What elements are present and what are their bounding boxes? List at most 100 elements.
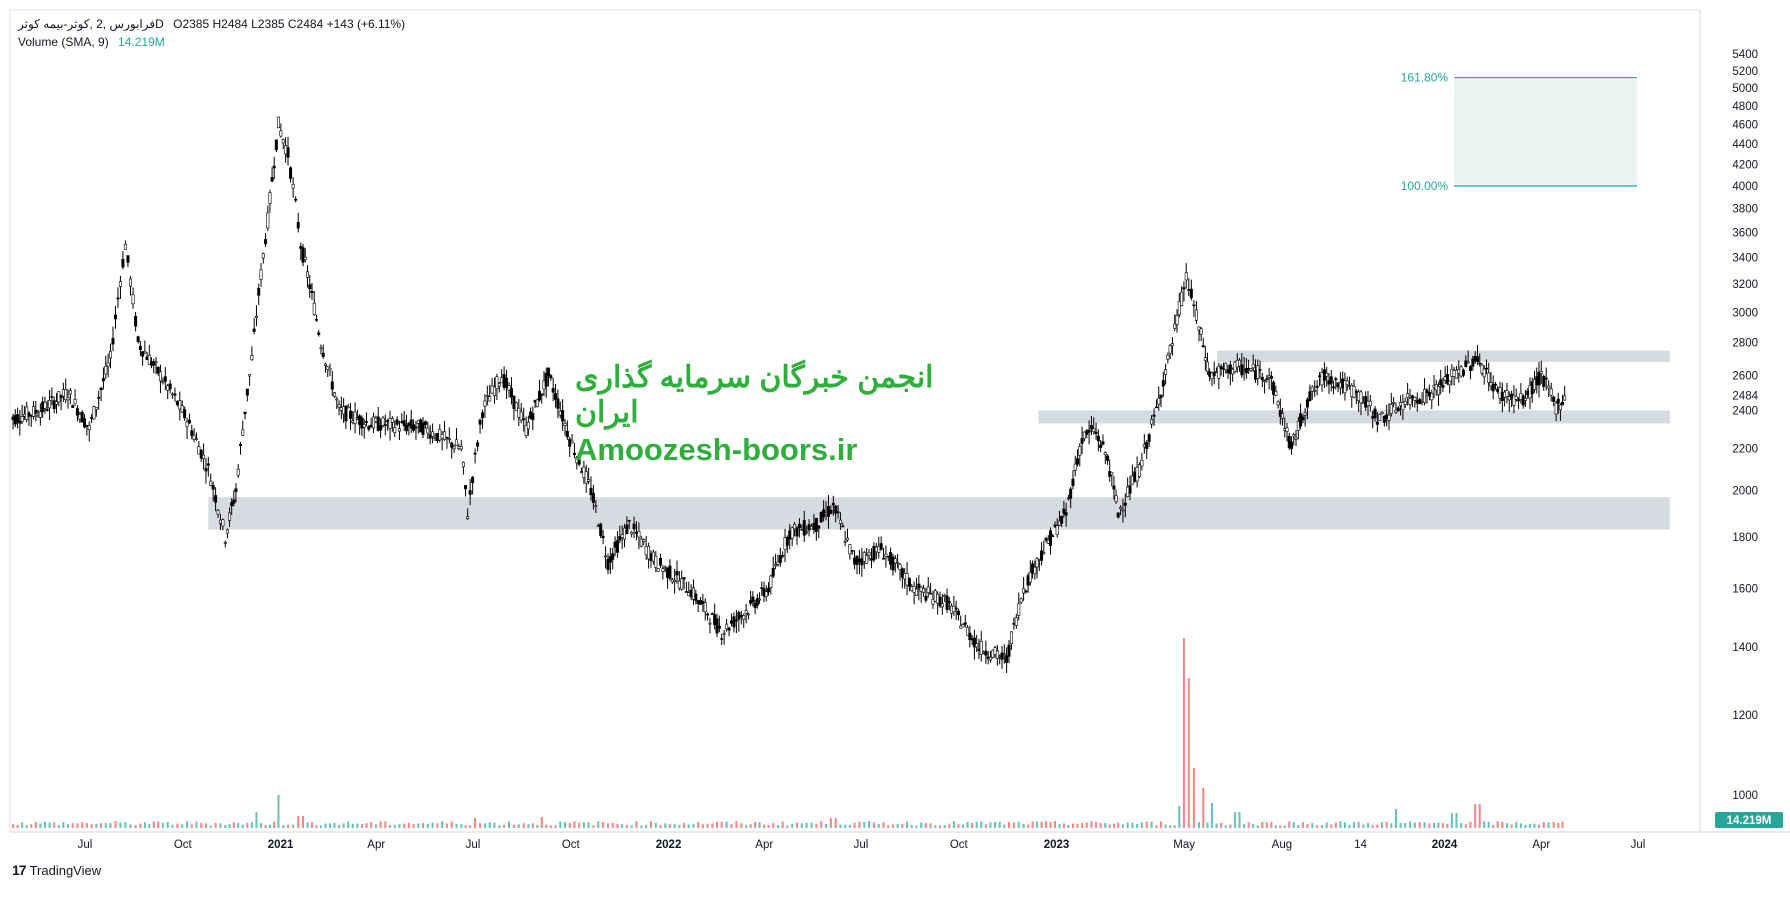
y-tick-label: 5400 [1732, 49, 1758, 61]
candle-body [1130, 475, 1134, 485]
candle-body [1069, 488, 1073, 499]
candle-body [1258, 369, 1262, 371]
volume-bar [1067, 825, 1070, 828]
candle-body [817, 525, 821, 529]
volume-bar [315, 825, 318, 828]
volume-bar [1446, 824, 1449, 828]
candle-body [1135, 467, 1139, 482]
candle-body [599, 523, 603, 536]
volume-bar [224, 825, 227, 828]
volume-bar [948, 823, 951, 828]
candle-body [402, 420, 406, 427]
candle-body [696, 600, 700, 604]
x-tick-label: Jul [466, 839, 481, 851]
candle-body [1219, 366, 1223, 370]
volume-bar [209, 825, 212, 828]
candle-body [421, 422, 425, 435]
candle-body [1161, 380, 1165, 387]
volume-bar [587, 822, 590, 828]
candle-body [656, 568, 660, 572]
volume-bar [1418, 822, 1421, 828]
volume-bar [1464, 824, 1467, 828]
candle-body [933, 590, 937, 602]
candle-body [1423, 389, 1427, 403]
volume-bar [171, 824, 174, 828]
candle-body [1000, 652, 1004, 660]
candle-body [647, 546, 651, 560]
candle-body [38, 411, 42, 418]
candle-body [1087, 429, 1091, 433]
volume-bar [687, 824, 690, 828]
candle-body [1318, 375, 1322, 378]
volume-bar [219, 823, 222, 828]
volume-bar [659, 825, 662, 828]
legend-symbol[interactable]: فرابورس ,2 ,کوثر-بیمه کوثرD [18, 17, 164, 31]
candle-body [708, 622, 712, 625]
candle-body [903, 573, 907, 580]
candle-body [889, 552, 893, 565]
volume-bar [645, 824, 648, 828]
volume-bar [858, 821, 861, 828]
candle-body [372, 416, 376, 429]
volume-bar [1515, 821, 1518, 828]
volume-bar [781, 821, 784, 828]
candle-body [727, 627, 731, 631]
candle-body [156, 366, 160, 374]
candle-body [561, 410, 565, 422]
candle-body [34, 409, 38, 414]
volume-bar [129, 824, 132, 828]
candle-body [744, 610, 748, 614]
candle-body [838, 519, 842, 524]
volume-bar [176, 823, 179, 828]
candle-body [1099, 444, 1103, 448]
volume-bar [1542, 821, 1545, 828]
volume-bar [204, 823, 207, 828]
candle-body [644, 546, 648, 556]
legend-volume-label[interactable]: Volume (SMA, 9) [18, 35, 109, 49]
candle-body [1468, 366, 1472, 371]
candle-body [481, 412, 485, 419]
candle-body [214, 495, 218, 503]
volume-bar [1371, 825, 1374, 828]
volume-bar [1095, 821, 1098, 828]
y-tick-label: 5000 [1732, 83, 1758, 95]
candle-body [611, 553, 615, 560]
candle-body [238, 444, 242, 446]
candle-body [800, 529, 804, 531]
candle-body [1487, 372, 1491, 383]
candle-body [855, 556, 859, 565]
candle-body [1549, 388, 1553, 396]
candle-body [274, 139, 278, 151]
candle-body [405, 424, 409, 432]
candle-body [1276, 401, 1280, 406]
volume-bar [1090, 821, 1093, 828]
tradingview-brand[interactable]: 17 TradingView [12, 862, 101, 878]
candle-body [604, 555, 608, 558]
candle-body [1019, 598, 1023, 603]
candle-body [850, 550, 854, 552]
candle-body [954, 607, 958, 610]
candle-body [27, 412, 31, 417]
candle-body [637, 530, 641, 538]
candle-body [1359, 391, 1363, 404]
candle-body [979, 640, 983, 655]
volume-bar [148, 824, 151, 828]
volume-bar [1283, 825, 1286, 828]
candle-body [809, 526, 813, 530]
candle-body [1175, 315, 1179, 325]
candle-body [1523, 397, 1527, 401]
candle-body [905, 573, 909, 586]
volume-bar [1279, 825, 1282, 828]
y-tick-label: 4200 [1732, 160, 1758, 172]
candle-body [1103, 452, 1107, 455]
candle-body [1126, 486, 1130, 497]
volume-bar [1478, 804, 1481, 828]
candle-body [1112, 485, 1116, 490]
candle-body [701, 601, 705, 604]
candle-body [230, 502, 234, 507]
y-tick-label: 1800 [1732, 532, 1758, 544]
volume-bar [152, 821, 155, 828]
volume-bar [1306, 824, 1309, 828]
